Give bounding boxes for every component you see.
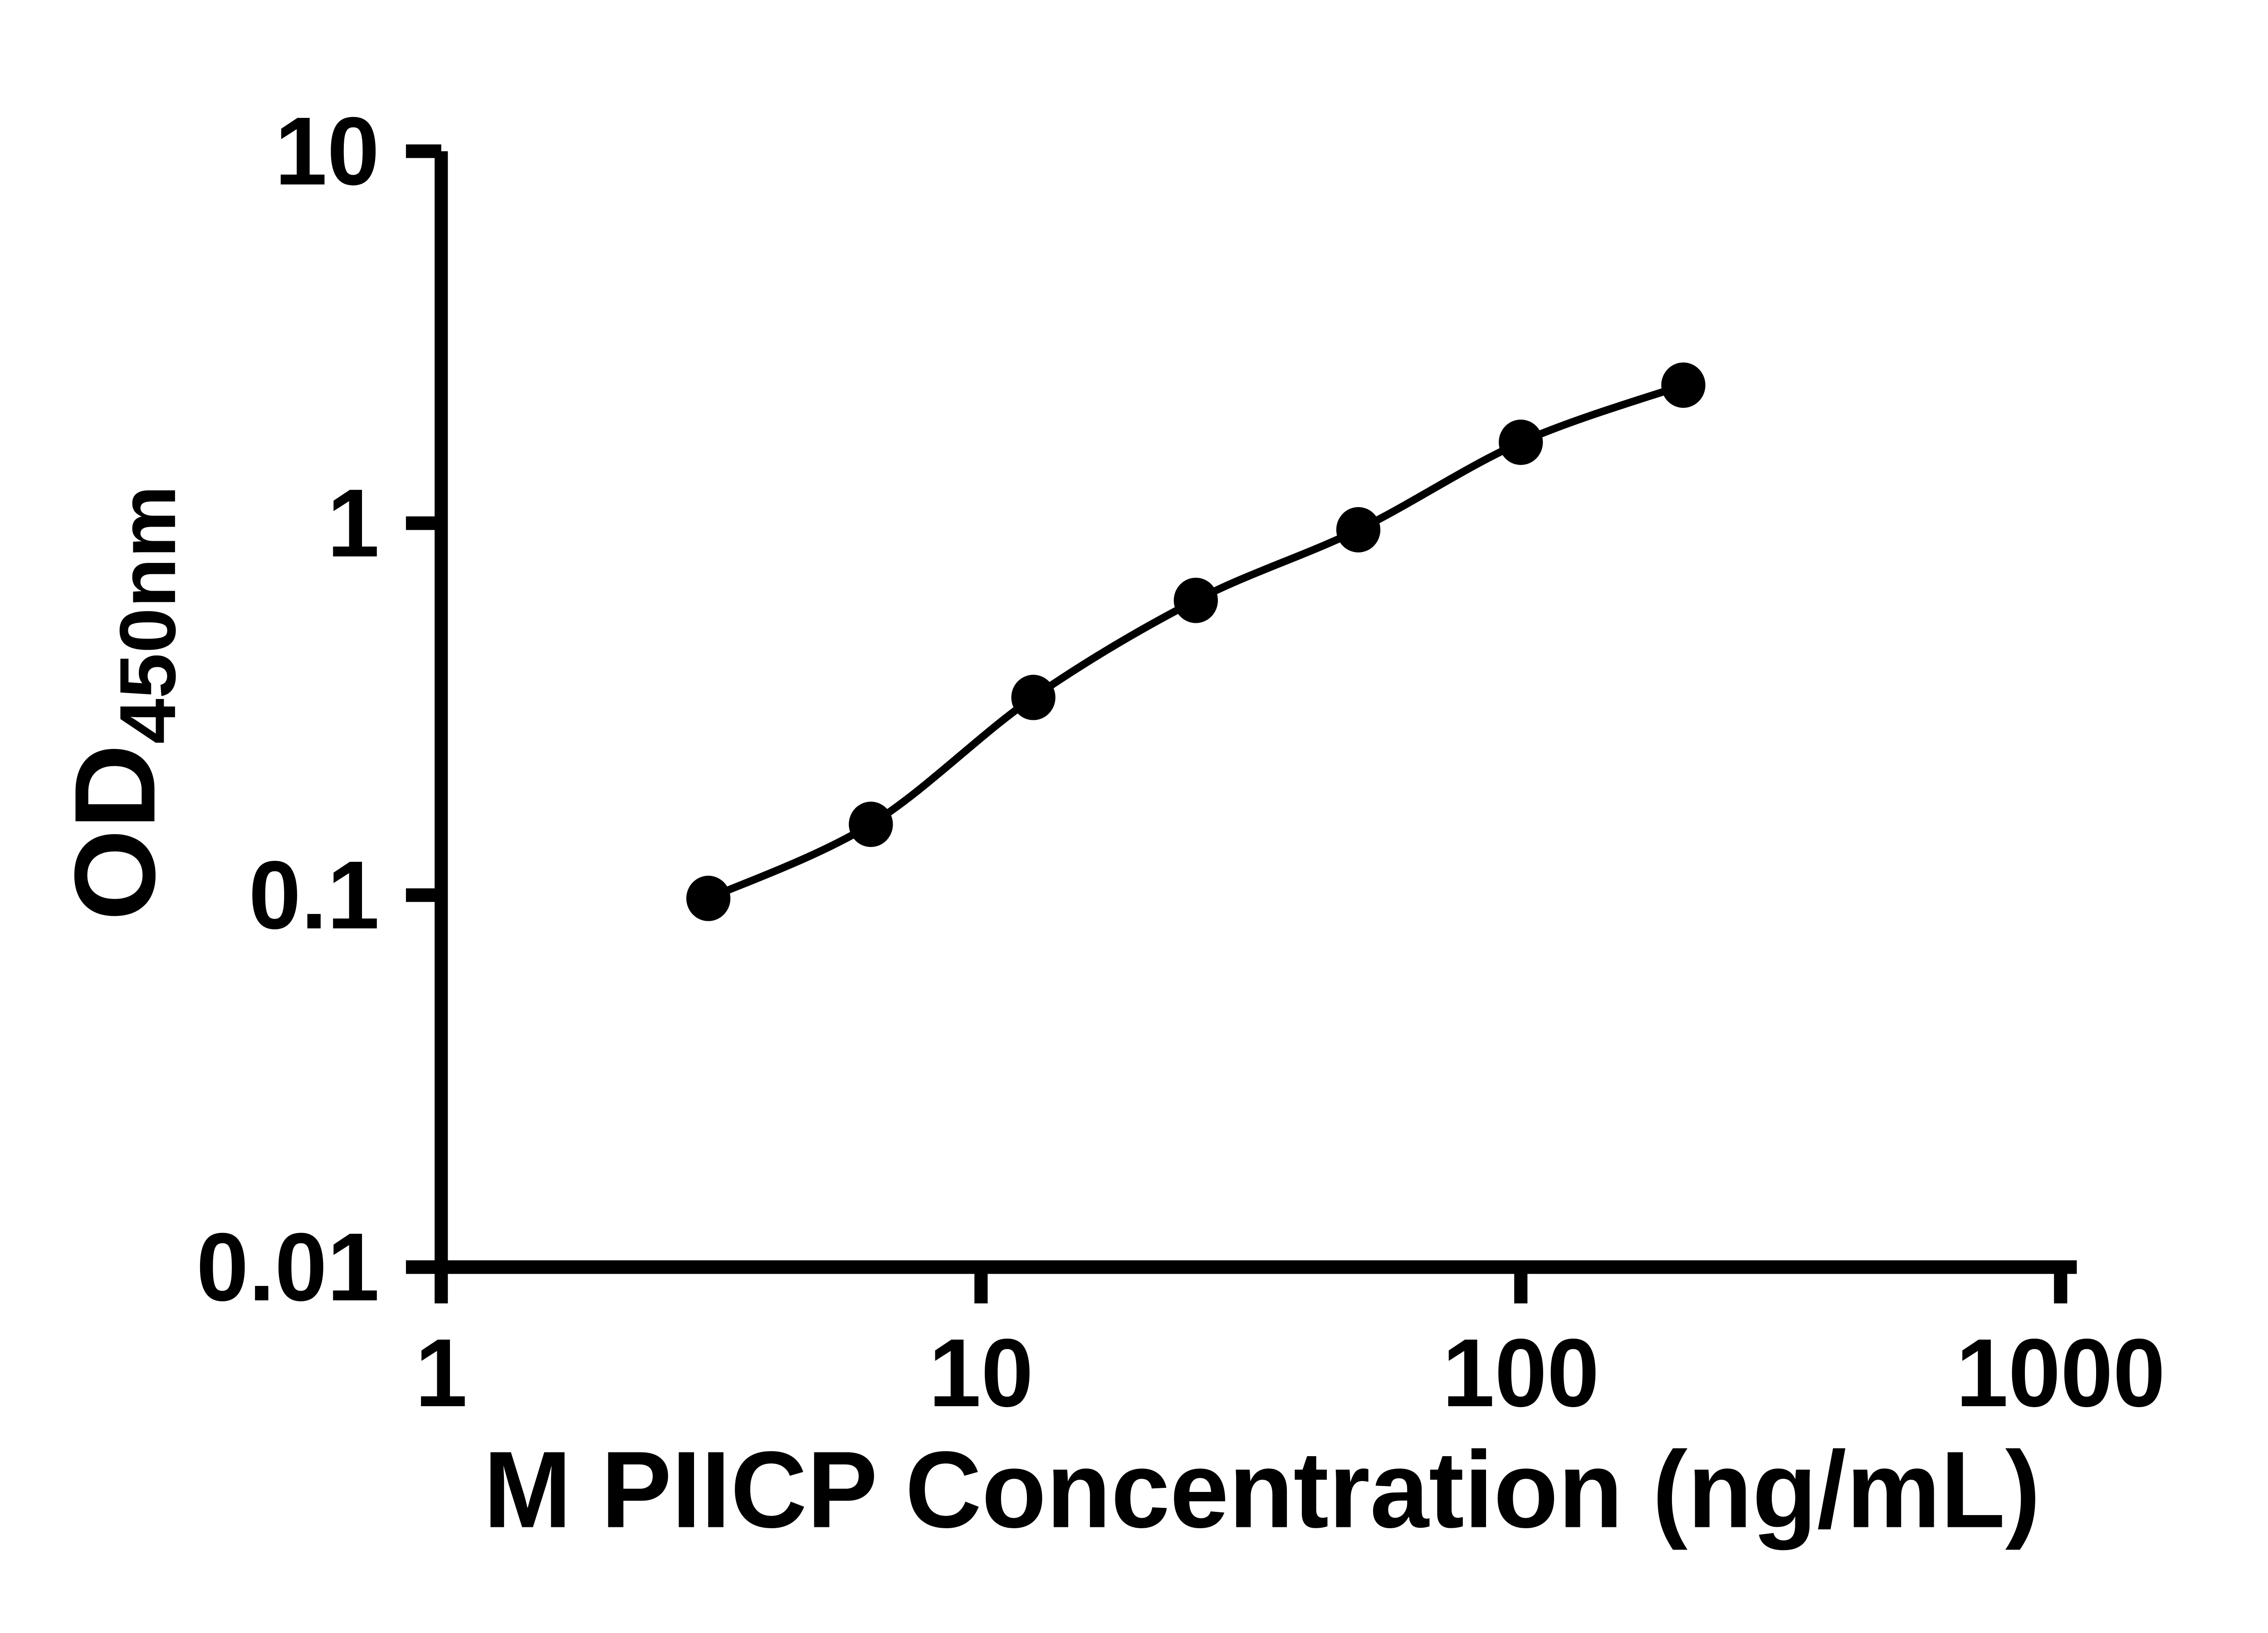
x-tick-label: 1000 [1956, 1318, 2165, 1427]
data-point [1173, 577, 1218, 623]
y-tick-label: 1 [327, 469, 379, 577]
x-axis-title: M PIICP Concentration (ng/mL) [484, 1429, 2041, 1551]
data-point [686, 875, 731, 921]
data-point [849, 802, 893, 847]
x-tick-label: 1 [415, 1318, 467, 1427]
y-tick-label: 10 [275, 97, 380, 205]
x-tick-label: 10 [929, 1318, 1033, 1427]
y-axis-title-subscript: 450nm [103, 485, 192, 744]
y-axis-title: OD450nm [51, 485, 192, 921]
y-axis-title-main: OD [51, 744, 179, 921]
data-point [1011, 675, 1056, 720]
x-tick-label: 100 [1442, 1318, 1599, 1427]
data-point [1661, 362, 1706, 408]
y-tick-label: 0.01 [196, 1213, 380, 1321]
data-point [1336, 507, 1381, 552]
x-axis-ticks: 1 10 100 1000 [415, 1267, 2165, 1427]
plot-series [686, 362, 1706, 921]
y-tick-label: 0.1 [249, 841, 379, 949]
data-point [1499, 420, 1543, 465]
